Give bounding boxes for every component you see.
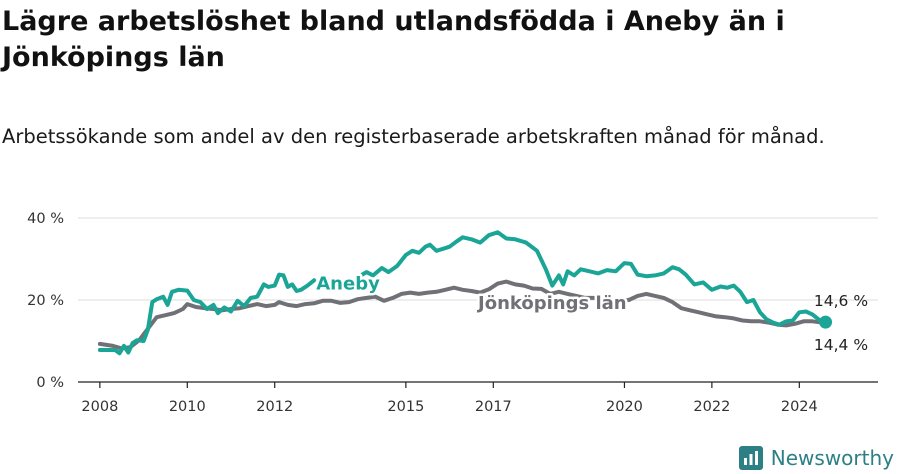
x-tick-label: 2015 [387, 399, 424, 415]
x-tick-label: 2008 [81, 399, 118, 415]
end-value-label-aneby: 14,6 % [814, 292, 868, 310]
newsworthy-logo: Newsworthy [738, 446, 894, 470]
newsworthy-logo-icon [738, 446, 763, 470]
x-tick-label: 2024 [781, 399, 818, 415]
y-tick-label: 0 % [36, 375, 64, 391]
x-tick-label: 2012 [256, 399, 293, 415]
chart-subtitle: Arbetssökande som andel av den registerb… [2, 125, 825, 148]
chart-title: Lägre arbetslöshet bland utlandsfödda i … [2, 6, 785, 73]
y-tick-label: 40 % [27, 211, 64, 227]
series-label-aneby: Aneby [316, 273, 380, 294]
end-point-marker [819, 315, 833, 329]
brand-name: Newsworthy [770, 446, 894, 470]
series-label-jonkopings-lan: Jönköpings län [476, 293, 627, 314]
x-tick-label: 2017 [475, 399, 512, 415]
x-tick-label: 2022 [693, 399, 730, 415]
series-line-jonkopings-lan [97, 279, 828, 351]
series-line-aneby [97, 230, 828, 356]
x-tick-label: 2010 [169, 399, 206, 415]
y-tick-label: 20 % [27, 293, 64, 309]
end-value-label-jonkopings-lan: 14,4 % [814, 336, 868, 354]
x-tick-label: 2020 [606, 399, 643, 415]
